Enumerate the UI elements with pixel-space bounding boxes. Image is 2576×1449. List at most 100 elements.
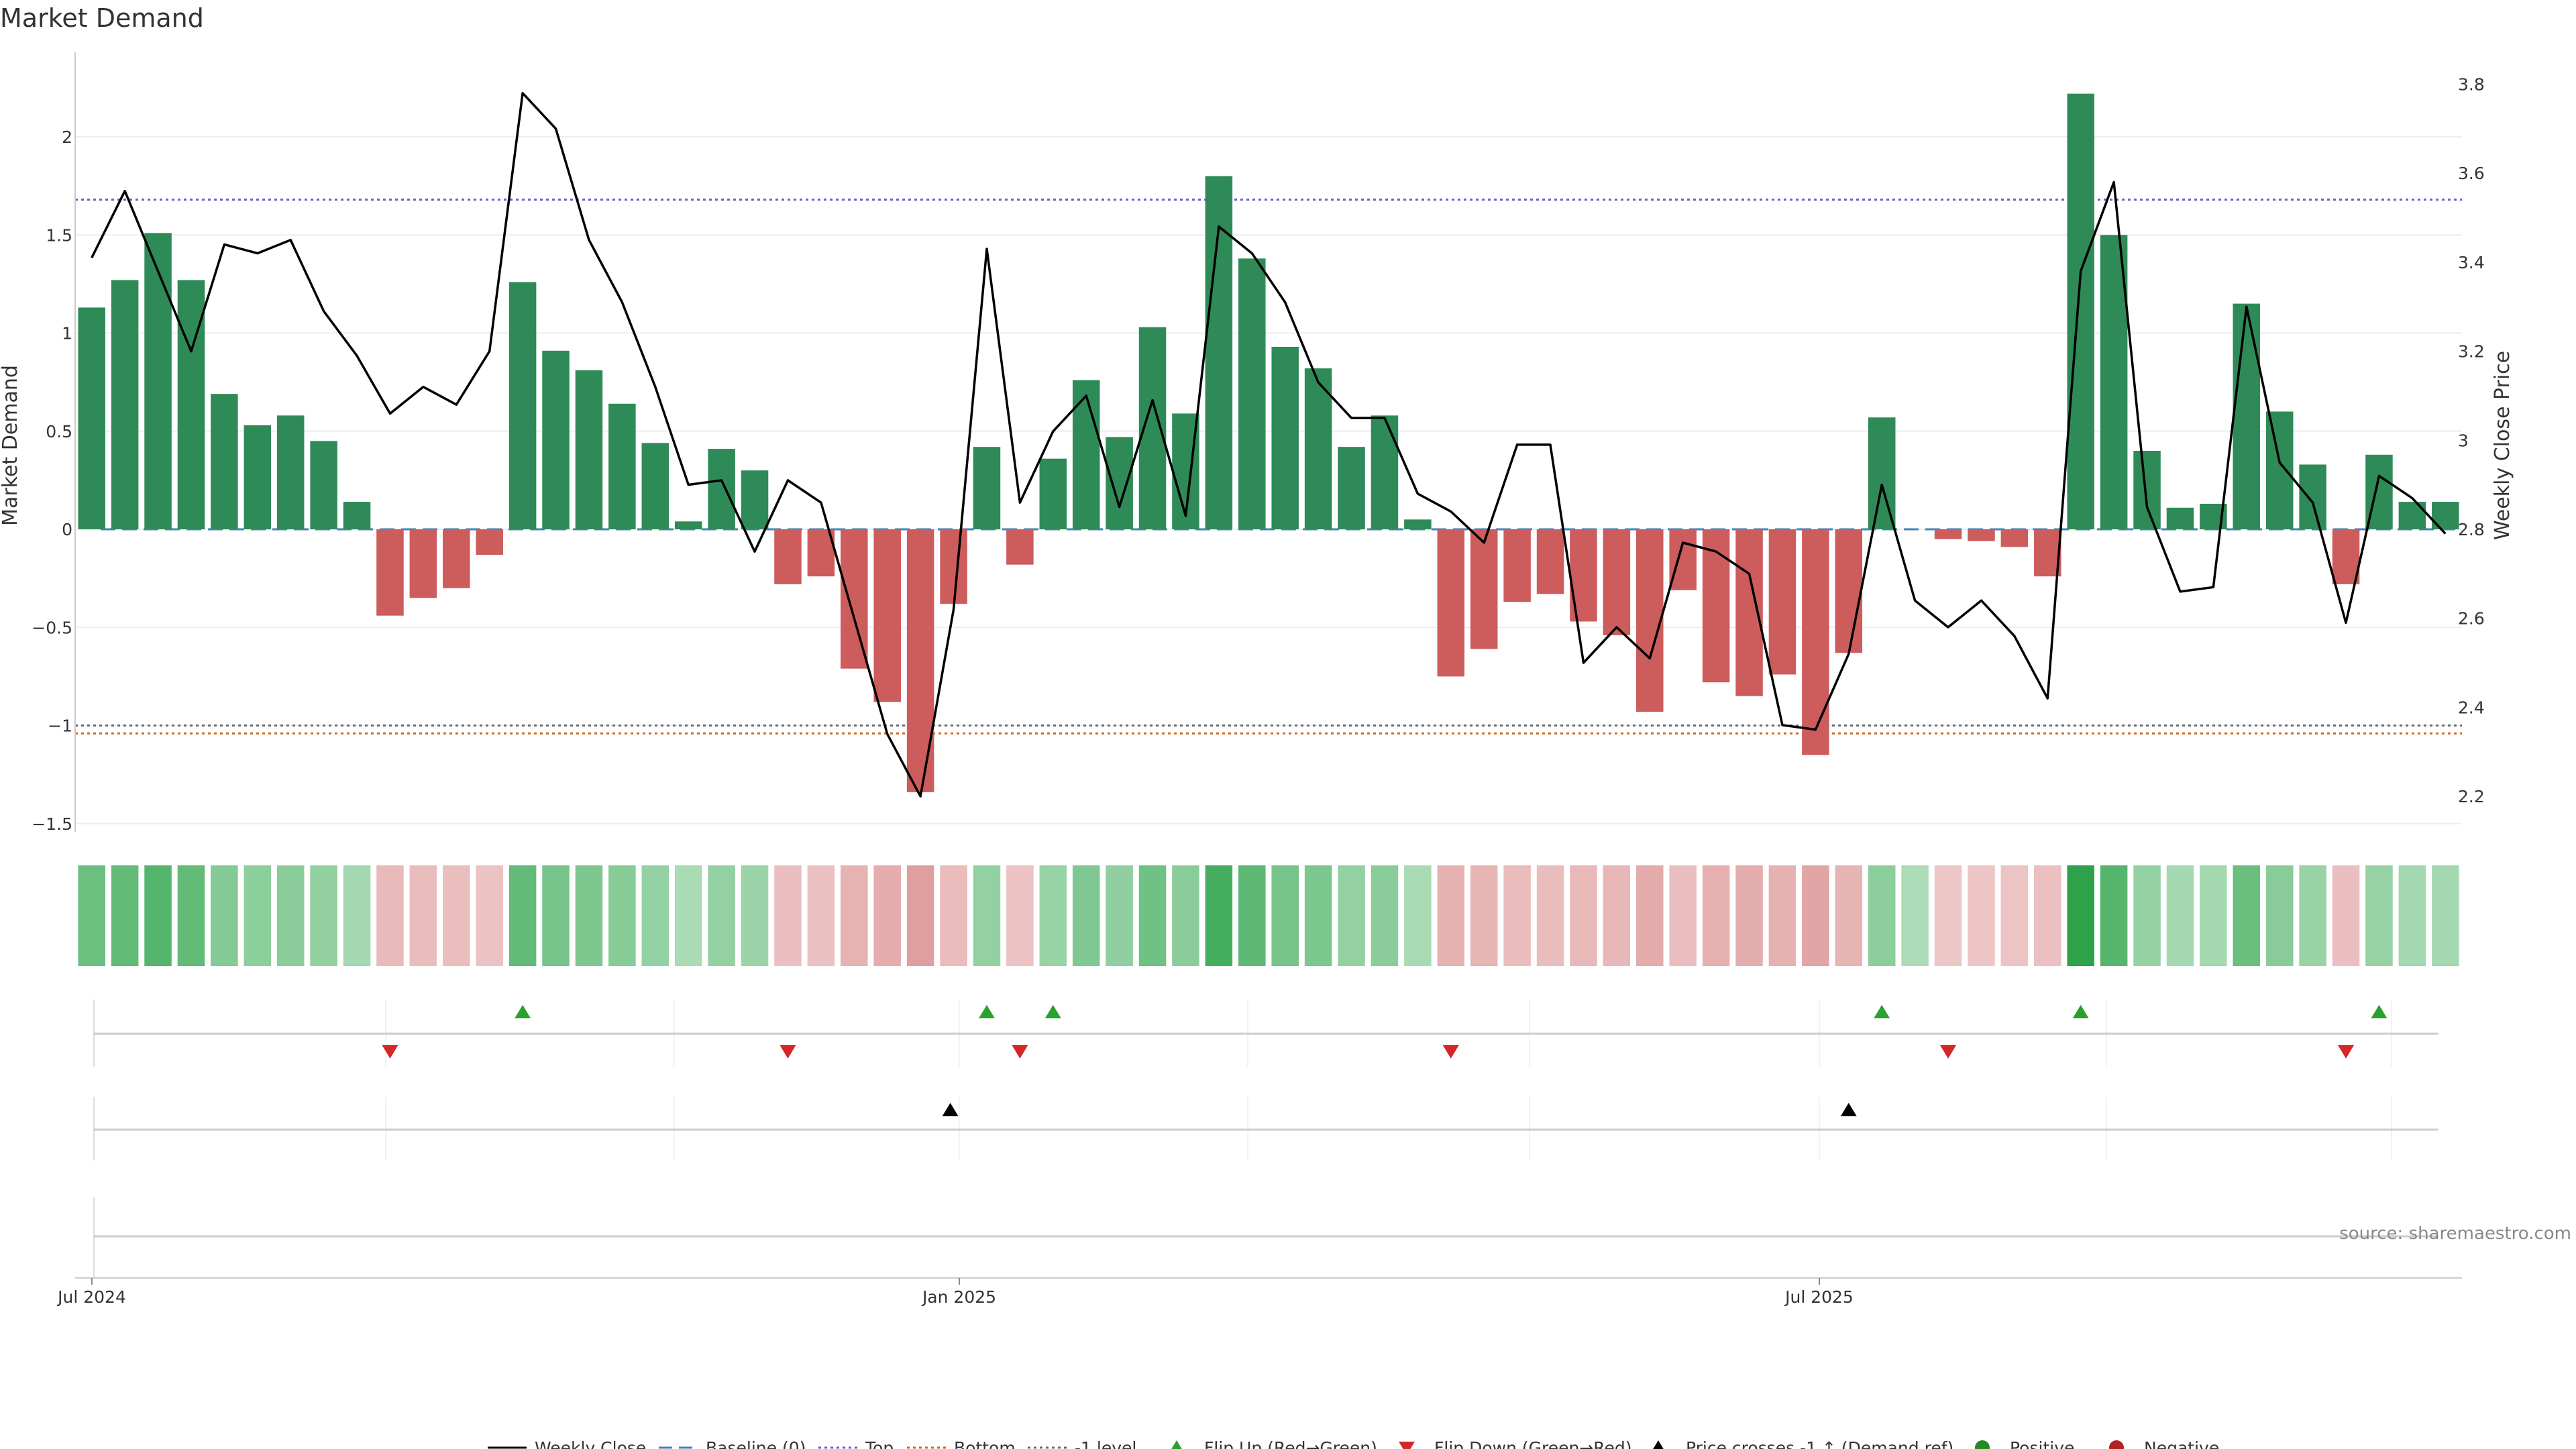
- positive-bar: [508, 282, 537, 529]
- right-tick-label: 2.6: [2458, 609, 2485, 629]
- negative-bar: [376, 529, 404, 616]
- negative-bar: [1669, 529, 1697, 590]
- legend-label: Weekly Close: [535, 1438, 646, 1449]
- positive-bar: [2133, 451, 2161, 529]
- positive-bar: [1404, 519, 1432, 529]
- positive-bar: [1039, 458, 1067, 529]
- right-tick-label: 3.2: [2458, 342, 2485, 362]
- price-cross-marker: [1840, 1103, 1857, 1116]
- flip-down-marker: [2338, 1045, 2355, 1059]
- heat-cell: [111, 865, 139, 966]
- legend-swatch-negative: [2109, 1440, 2124, 1449]
- left-tick-label: 1: [62, 324, 72, 343]
- negative-bar: [1636, 529, 1664, 712]
- legend-item: Flip Up (Red→Green): [1171, 1438, 1377, 1449]
- heat-cell: [1371, 865, 1399, 966]
- heat-cell: [1503, 865, 1531, 966]
- heat-cell: [1669, 865, 1697, 966]
- positive-bar: [78, 307, 105, 529]
- heat-cell: [2034, 865, 2061, 966]
- legend-item: Flip Down (Green→Red): [1399, 1438, 1632, 1449]
- heat-cell: [1802, 865, 1829, 966]
- heat-cell: [1536, 865, 1564, 966]
- heat-cell: [906, 865, 934, 966]
- x-axis: Jul 2024 Jan 2025 Jul 2025: [56, 1277, 2462, 1307]
- axes: 2 1.5 1 0.5 0 −0.5 −1 −1.5 3.8 3.6 3.4 3.2 3 2.8 2.6 2.…: [0, 52, 2514, 834]
- heat-cell: [1072, 865, 1100, 966]
- x-tick-label: Jan 2025: [921, 1287, 996, 1307]
- flip-markers-panel: [93, 1000, 2438, 1067]
- legend-item: Price crosses -1 ↑ (Demand ref): [1653, 1438, 1953, 1449]
- flip-down-marker: [382, 1045, 398, 1059]
- positive-bar: [708, 449, 735, 529]
- heat-cell: [2000, 865, 2029, 966]
- positive-bar: [2398, 502, 2426, 529]
- positive-bar: [1106, 437, 1133, 529]
- positive-bar: [542, 350, 570, 529]
- left-tick-label: 2: [62, 127, 72, 147]
- positive-bar: [1304, 368, 1332, 529]
- positive-bar: [608, 403, 636, 529]
- positive-bar: [1868, 417, 1896, 529]
- negative-bar: [774, 529, 802, 584]
- heat-cell: [1271, 865, 1299, 966]
- negative-bar: [1702, 529, 1730, 683]
- legend-item: Negative: [2109, 1438, 2219, 1449]
- positive-bar: [1271, 346, 1299, 529]
- positive-bar: [144, 233, 172, 529]
- negative-bar: [443, 529, 470, 588]
- heat-cell: [1338, 865, 1365, 966]
- legend-item: Top: [818, 1438, 894, 1449]
- heat-cell: [1437, 865, 1465, 966]
- heat-cell: [807, 865, 835, 966]
- legend-label: Bottom: [954, 1438, 1016, 1449]
- legend-label: Baseline (0): [706, 1438, 806, 1449]
- positive-bar: [2299, 464, 2326, 529]
- source-label: source: sharemaestro.com: [2339, 1224, 2571, 1244]
- heat-cell: [1901, 865, 1929, 966]
- heat-cell: [741, 865, 769, 966]
- flip-up-marker: [1874, 1005, 1890, 1018]
- heat-cell: [973, 865, 1001, 966]
- heat-cell: [443, 865, 470, 966]
- heat-cell: [1238, 865, 1266, 966]
- heat-cell: [2332, 865, 2360, 966]
- flip-up-marker: [1044, 1005, 1061, 1018]
- heat-cell: [708, 865, 735, 966]
- negative-bar: [1503, 529, 1531, 602]
- negative-bar: [1835, 529, 1863, 653]
- positive-bar: [2067, 93, 2094, 529]
- heat-cell: [2398, 865, 2426, 966]
- chart-title: Market Demand: [0, 3, 204, 33]
- heat-cell: [608, 865, 636, 966]
- negative-bar: [906, 529, 934, 792]
- heat-cell: [2166, 865, 2194, 966]
- positive-bar: [2233, 303, 2261, 529]
- left-tick-label: 0: [62, 520, 72, 539]
- heat-cell: [177, 865, 205, 966]
- legend-item: Bottom: [907, 1438, 1016, 1449]
- heat-cell: [343, 865, 371, 966]
- positive-bar: [211, 394, 238, 529]
- right-tick-label: 3.4: [2458, 253, 2485, 272]
- heat-cell: [78, 865, 105, 966]
- heat-cell: [2200, 865, 2227, 966]
- legend-label: Top: [865, 1438, 894, 1449]
- right-tick-label: 3: [2458, 431, 2469, 450]
- flip-up-marker: [2072, 1005, 2089, 1018]
- positive-bar: [641, 443, 669, 529]
- positive-bar: [1338, 447, 1365, 529]
- negative-bar: [1437, 529, 1465, 677]
- negative-bar: [1603, 529, 1631, 635]
- positive-bar: [2166, 507, 2194, 529]
- legend-label: Price crosses -1 ↑ (Demand ref): [1686, 1438, 1953, 1449]
- heat-cell: [2133, 865, 2161, 966]
- legend: Weekly Close Baseline (0) Top Bottom -1 leve…: [488, 1438, 2219, 1449]
- heat-cell: [2432, 865, 2459, 966]
- right-tick-label: 3.8: [2458, 75, 2485, 95]
- flip-down-marker: [780, 1045, 796, 1059]
- heat-cell: [1636, 865, 1664, 966]
- x-tick-label: Jul 2024: [56, 1287, 126, 1307]
- legend-swatch-price-cross: [1653, 1440, 1664, 1449]
